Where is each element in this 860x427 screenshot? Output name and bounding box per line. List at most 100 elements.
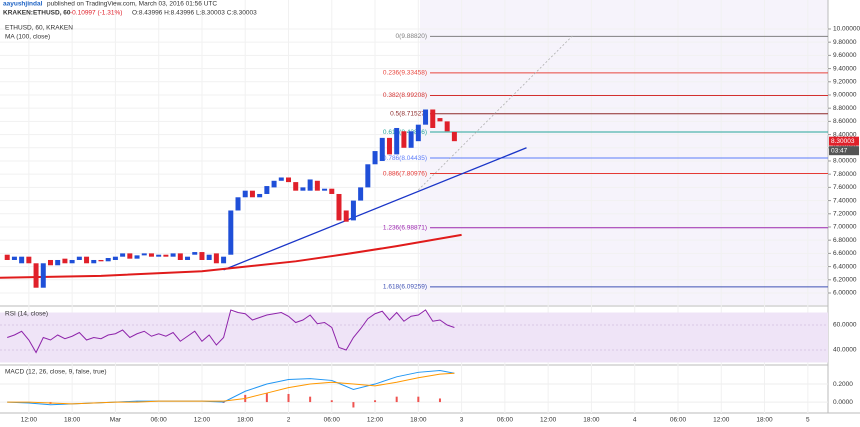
x-tick-label: 06:00 [324,417,341,424]
candle [307,179,313,191]
countdown-label: 03:47 [831,147,848,154]
x-tick-label: 12:00 [713,417,730,424]
candle [105,258,111,262]
candle [322,188,328,191]
candle [62,258,68,264]
candle [293,182,299,191]
x-tick-label: 12:00 [367,417,384,424]
histogram-bar [352,402,355,408]
candle [91,259,97,264]
candle [343,210,349,222]
candle [199,252,205,260]
y-tick-label: 10.00000 [833,26,860,33]
candle [11,256,17,260]
candle [249,190,255,198]
x-tick-label: 18:00 [583,417,600,424]
candle [98,259,104,262]
fib-label: 1.236(6.98871) [383,224,427,231]
y-tick-label: 7.40000 [833,197,857,204]
x-tick-label: 06:00 [151,417,168,424]
y-tick-label: 8.60000 [833,118,857,125]
y-tick-label: 6.20000 [833,277,857,284]
candle [451,131,457,142]
macd-title: MACD (12, 26, close, 9, false, true) [5,369,107,376]
candle [4,254,10,260]
y-tick-label: 7.20000 [833,211,857,218]
candle [336,193,342,221]
candle [286,177,292,183]
y-tick-label: 7.00000 [833,224,857,231]
y-tick-label: 9.60000 [833,52,857,59]
candle [76,256,82,260]
y-tick-label: 9.40000 [833,65,857,72]
y-tick-label: 0.0000 [833,399,853,406]
trendline [223,147,527,271]
last-price-label: 8.30003 [831,138,855,145]
candle [185,256,191,260]
y-tick-label: 0.2000 [833,381,853,388]
fib-label: 1.618(6.09259) [383,284,427,291]
candle [264,186,270,194]
author: aayushjindal [3,1,43,8]
histogram-bar [438,398,441,403]
candle [257,193,263,198]
y-tick-label: 7.80000 [833,171,857,178]
fib-label: 0.786(8.04435) [383,155,427,162]
candle [401,131,407,148]
candle [40,263,46,288]
candle [134,255,140,259]
candle [423,109,429,125]
y-tick-label: 6.00000 [833,290,857,297]
y-tick-label: 40.0000 [833,347,857,354]
x-tick-label: 5 [806,417,810,424]
x-tick-label: Mar [110,417,122,424]
candle [163,254,169,257]
candle [26,256,32,264]
x-tick-label: 4 [633,417,637,424]
histogram-bar [265,393,268,403]
y-tick-label: 8.80000 [833,105,857,112]
candle [228,210,234,255]
published: published on TradingView.com, March 03, … [47,1,217,8]
x-tick-label: 06:00 [497,417,514,424]
projection-area [420,0,828,305]
last-price-box [829,136,859,146]
candle [271,180,277,188]
y-tick-label: 60.0000 [833,322,857,329]
y-tick-label: 6.80000 [833,237,857,244]
y-tick-label: 8.40000 [833,131,857,138]
candle [47,259,53,266]
candle [329,188,335,194]
x-tick-label: 2 [287,417,291,424]
histogram-bar [374,400,377,403]
x-tick-label: 12:00 [194,417,211,424]
candle [430,109,436,128]
fib-label: 0(9.88820) [396,33,427,40]
symbol: KRAKEN:ETHUSD, 60 [3,10,71,17]
candle [170,253,176,257]
y-tick-label: 9.20000 [833,78,857,85]
candle [300,187,306,191]
fib-label: 0.236(9.33458) [383,70,427,77]
x-tick-label: 18:00 [756,417,773,424]
candle [365,164,371,188]
candle [112,256,118,260]
y-tick-label: 9.80000 [833,39,857,46]
fib-label: 0.382(8.99208) [383,92,427,99]
x-tick-label: 18:00 [237,417,254,424]
fib-label: 0.886(7.80976) [383,170,427,177]
rsi-band [0,312,828,363]
candle [148,253,154,257]
x-tick-label: 12:00 [21,417,38,424]
countdown-box [829,146,859,156]
candle [19,256,25,264]
y-tick-label: 7.60000 [833,184,857,191]
trendline [418,34,574,191]
candle [386,137,392,155]
candle [192,252,198,255]
candle [437,118,443,122]
candle [213,253,219,264]
ma-legend: MA (100, close) [5,34,50,41]
candle [33,263,39,288]
